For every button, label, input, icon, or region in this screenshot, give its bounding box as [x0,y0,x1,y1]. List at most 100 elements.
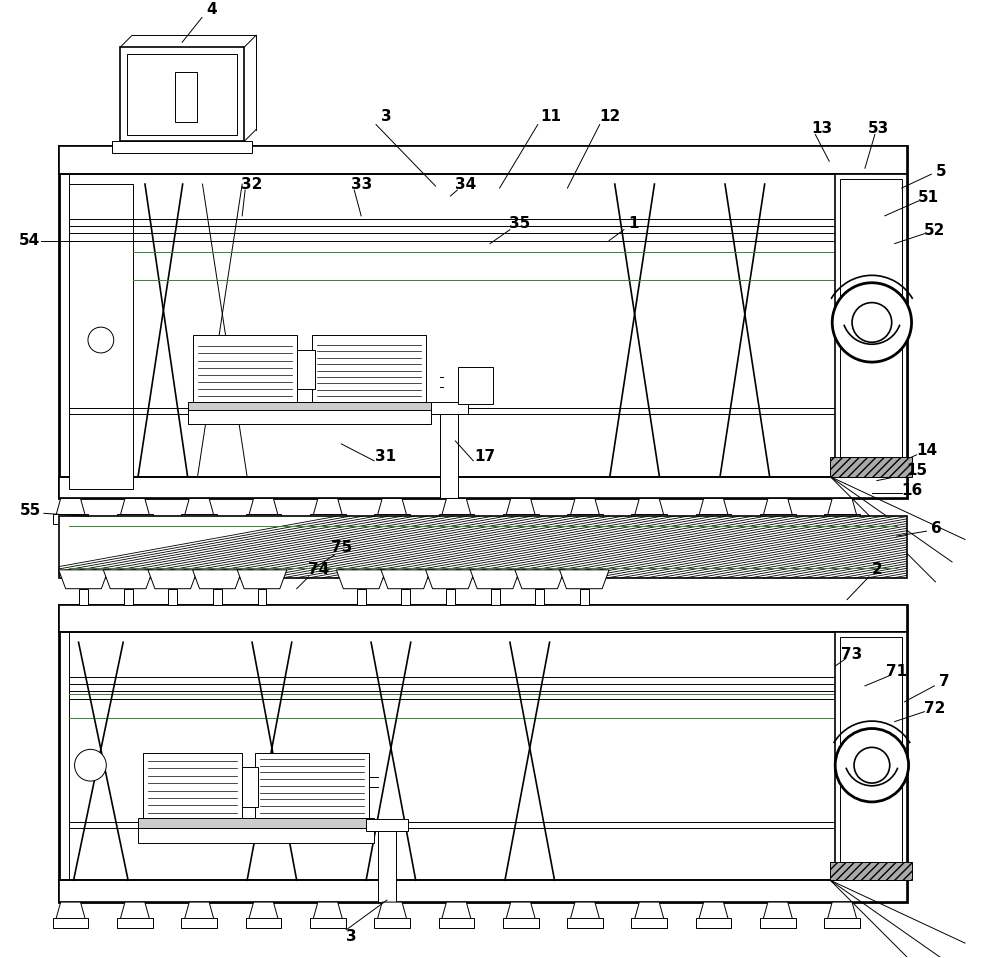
Bar [491,589,500,604]
Bar [458,367,493,404]
Polygon shape [381,570,431,589]
Bar [503,514,539,524]
Bar [366,819,408,831]
Bar [374,514,410,524]
Text: 53: 53 [868,121,889,136]
Polygon shape [56,902,85,920]
Circle shape [852,303,892,342]
Bar [181,514,217,524]
Polygon shape [506,902,536,920]
Bar [59,147,907,498]
Text: 1: 1 [629,217,639,231]
Bar [357,589,366,604]
Polygon shape [570,902,600,920]
Polygon shape [184,902,214,920]
Bar [138,818,374,830]
Bar [696,514,731,524]
Bar [631,918,667,928]
Bar [213,589,222,604]
Bar [143,753,242,821]
Text: 35: 35 [509,217,530,231]
Polygon shape [441,902,471,920]
Polygon shape [59,570,108,589]
Bar [503,918,539,928]
Bar [255,753,369,821]
Circle shape [75,749,106,781]
Text: 34: 34 [455,176,476,192]
Bar [188,410,431,424]
Bar [53,918,88,928]
Bar [69,156,897,489]
Polygon shape [827,498,857,516]
Polygon shape [634,902,664,920]
Polygon shape [470,570,520,589]
Text: 71: 71 [886,665,907,679]
Bar [310,918,346,928]
Bar [59,880,907,902]
Bar [439,918,474,928]
Polygon shape [336,570,386,589]
Polygon shape [120,902,150,920]
Bar [188,402,431,412]
Bar [446,589,455,604]
Bar [59,477,907,498]
Polygon shape [184,498,214,516]
Polygon shape [827,902,857,920]
Bar [59,516,907,578]
Bar [124,589,133,604]
Bar [175,72,197,122]
Polygon shape [377,902,407,920]
Bar [431,402,468,414]
Polygon shape [441,498,471,516]
Text: 33: 33 [351,176,372,192]
Polygon shape [249,498,278,516]
Text: 14: 14 [916,444,937,458]
Polygon shape [313,902,343,920]
Polygon shape [313,498,343,516]
Polygon shape [249,902,278,920]
Polygon shape [148,570,198,589]
Bar [181,918,217,928]
Bar [127,55,237,134]
Bar [59,604,907,902]
Bar [824,514,860,524]
Bar [138,828,374,843]
Bar [378,828,396,902]
Circle shape [835,728,909,802]
Bar [117,918,153,928]
Circle shape [854,747,890,783]
Bar [53,514,88,524]
Bar [830,457,912,477]
Bar [59,147,907,174]
Text: 5: 5 [936,164,947,179]
Text: 3: 3 [346,929,357,945]
Text: 73: 73 [841,647,863,662]
Bar [840,179,902,471]
Text: 51: 51 [918,191,939,205]
Bar [631,514,667,524]
Text: 16: 16 [901,483,922,498]
Polygon shape [193,570,242,589]
Bar [246,918,281,928]
Bar [246,514,281,524]
Text: 72: 72 [924,701,945,717]
Circle shape [88,327,114,353]
Bar [824,918,860,928]
Text: 7: 7 [939,674,950,690]
Polygon shape [506,498,536,516]
Text: 74: 74 [308,562,329,578]
Text: 52: 52 [924,223,945,239]
Bar [69,614,897,892]
Bar [120,47,244,142]
Text: 55: 55 [20,503,42,518]
Polygon shape [560,570,609,589]
Text: 75: 75 [331,539,352,555]
Bar [440,409,458,498]
Polygon shape [699,902,728,920]
Polygon shape [763,902,793,920]
Polygon shape [426,570,475,589]
Bar [401,589,410,604]
Bar [580,589,589,604]
Text: 4: 4 [207,2,217,17]
Bar [835,632,907,880]
